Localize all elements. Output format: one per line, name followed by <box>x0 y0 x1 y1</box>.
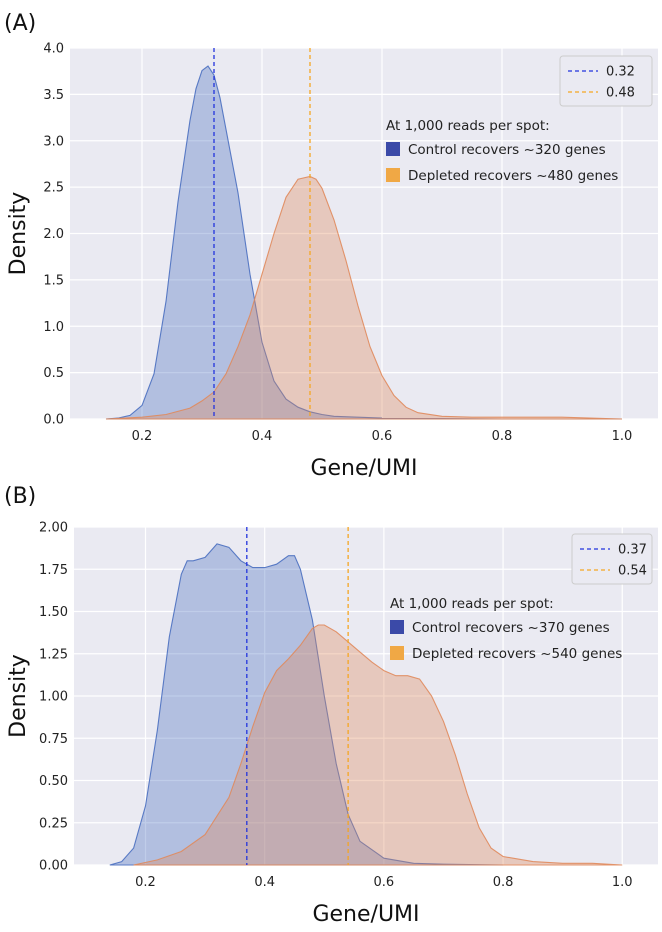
y-tick-label: 0.50 <box>39 774 68 789</box>
x-tick-label: 1.0 <box>612 875 633 890</box>
x-tick-label: 0.8 <box>493 875 514 890</box>
y-tick-label: 1.00 <box>39 690 68 705</box>
legend-box <box>559 55 653 107</box>
x-tick-label: 0.6 <box>372 429 393 444</box>
y-tick-label: 3.5 <box>43 88 64 103</box>
chart-panel-1: (B) 0.00 0.25 0.50 0.75 1.00 1.25 1.50 1.75 2.00 0… <box>4 484 658 927</box>
x-axis-label: Gene/UMI <box>312 902 419 927</box>
x-tick-label: 0.8 <box>492 429 513 444</box>
y-tick-label: 4.0 <box>43 42 64 57</box>
panel-label: (A) <box>4 11 36 36</box>
density-area-series-0 <box>109 543 504 866</box>
y-tick-label: 2.00 <box>39 521 68 536</box>
annotation-swatch-0 <box>390 620 404 634</box>
annotation-heading: At 1,000 reads per spot: <box>386 118 550 134</box>
annotation-heading: At 1,000 reads per spot: <box>390 596 554 612</box>
x-tick-label: 0.6 <box>374 875 395 890</box>
y-tick-label: 1.50 <box>39 605 68 620</box>
legend-box <box>571 533 653 585</box>
x-tick-label: 0.2 <box>132 429 153 444</box>
annotation-text: Control recovers ~320 genes <box>408 142 606 158</box>
y-axis-label: Density <box>6 654 31 738</box>
x-tick-label: 0.2 <box>135 875 156 890</box>
y-tick-label: 1.25 <box>39 647 68 662</box>
legend-label: 0.32 <box>606 65 635 80</box>
y-tick-label: 0.25 <box>39 816 68 831</box>
y-tick-label: 3.0 <box>43 134 64 149</box>
annotation-text: Depleted recovers ~540 genes <box>412 646 622 662</box>
legend-label: 0.48 <box>606 86 635 101</box>
chart-panel-0: (A) 0.0 0.5 1.0 1.5 2.0 2.5 3.0 3.5 4.0 0.2 0.4 0.6 0… <box>4 11 658 481</box>
x-axis-label: Gene/UMI <box>310 456 417 481</box>
y-tick-label: 1.0 <box>43 320 64 335</box>
y-tick-label: 0.5 <box>43 366 64 381</box>
y-tick-label: 0.75 <box>39 732 68 747</box>
y-axis-label: Density <box>6 192 31 276</box>
x-tick-label: 0.4 <box>254 875 275 890</box>
annotation-swatch-1 <box>390 646 404 660</box>
density-area-series-0 <box>105 65 622 420</box>
density-area-series-1 <box>105 175 623 420</box>
panel-label: (B) <box>4 484 36 509</box>
y-tick-label: 1.75 <box>39 563 68 578</box>
legend-label: 0.37 <box>618 543 647 558</box>
annotation-text: Depleted recovers ~480 genes <box>408 168 618 184</box>
y-tick-label: 2.5 <box>43 181 64 196</box>
x-tick-label: 1.0 <box>612 429 633 444</box>
annotation-swatch-1 <box>386 168 400 182</box>
y-tick-label: 0.0 <box>43 413 64 428</box>
y-tick-label: 1.5 <box>43 273 64 288</box>
y-tick-label: 2.0 <box>43 227 64 242</box>
annotation-text: Control recovers ~370 genes <box>412 620 610 636</box>
y-tick-label: 0.00 <box>39 859 68 874</box>
legend-label: 0.54 <box>618 564 647 579</box>
x-tick-label: 0.4 <box>252 429 273 444</box>
annotation-swatch-0 <box>386 142 400 156</box>
